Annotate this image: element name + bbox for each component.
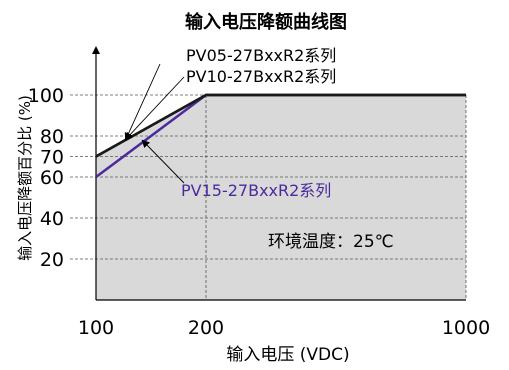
series-label-arrow-1 bbox=[124, 63, 161, 141]
x-tick-label-100: 100 bbox=[78, 317, 114, 339]
x-axis-label: 输入电压 (VDC) bbox=[226, 345, 349, 365]
x-tick-label-1000: 1000 bbox=[442, 317, 490, 339]
y-axis-label: 输入电压降额百分比 (%) bbox=[16, 95, 34, 261]
series-label-3: PV15-27BxxR2系列 bbox=[181, 181, 331, 200]
y-tick-label-70: 70 bbox=[40, 147, 64, 169]
y-tick-label-40: 40 bbox=[40, 208, 64, 230]
y-tick-label-60: 60 bbox=[40, 167, 64, 189]
y-tick-label-100: 100 bbox=[28, 85, 64, 107]
series-label-arrow-2 bbox=[124, 76, 185, 141]
series-label-1: PV05-27BxxR2系列 bbox=[186, 46, 336, 65]
chart-title: 输入电压降额曲线图 bbox=[185, 11, 347, 33]
x-tick-label-200: 200 bbox=[188, 317, 224, 339]
y-tick-label-80: 80 bbox=[40, 126, 64, 148]
series-label-arrow-3 bbox=[141, 139, 185, 184]
shaded-area bbox=[96, 95, 466, 300]
y-tick-label-20: 20 bbox=[40, 249, 64, 271]
series-label-2: PV10-27BxxR2系列 bbox=[186, 67, 336, 86]
annotation-ambient-temp: 环境温度：25℃ bbox=[268, 232, 394, 252]
